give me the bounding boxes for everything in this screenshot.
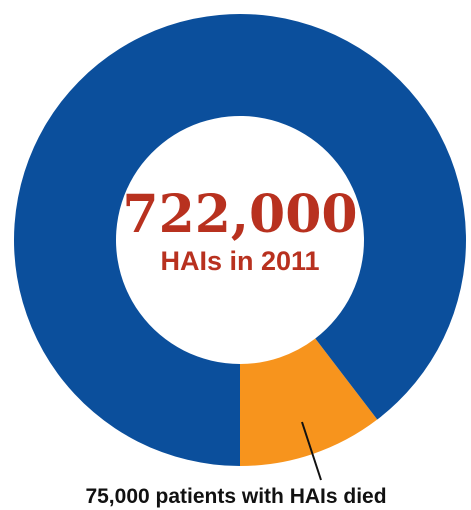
callout-line — [301, 421, 322, 481]
center-value: 722,000 — [122, 184, 357, 245]
callout-label: 75,000 patients with HAIs died — [85, 485, 386, 508]
donut-slices — [14, 13, 467, 467]
slice-died — [240, 338, 378, 466]
slice-remaining — [14, 13, 467, 467]
center-label: HAIs in 2011 — [160, 246, 319, 276]
